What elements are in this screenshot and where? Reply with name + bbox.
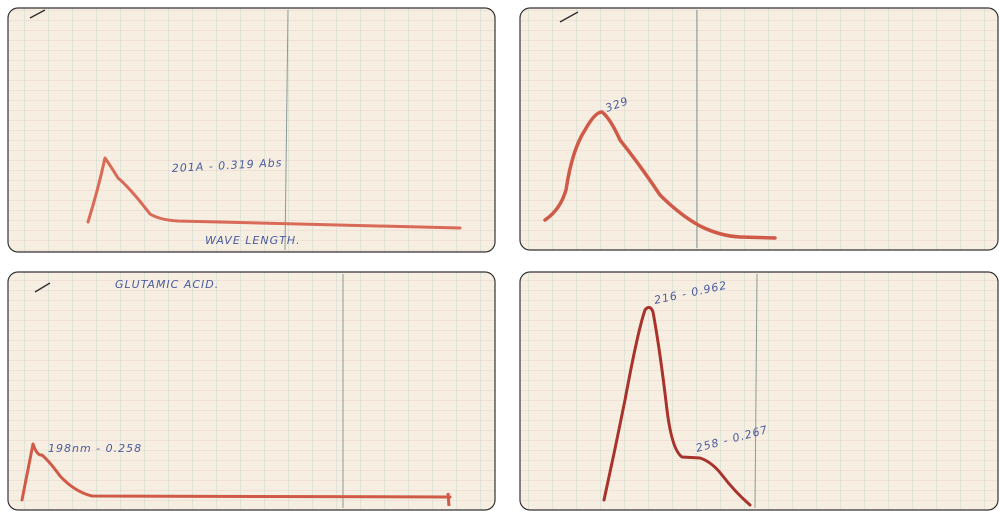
scan-panel: 216 - 0.962 258 - 0.267 bbox=[520, 272, 998, 510]
peak-annotation: 198nm - 0.258 bbox=[48, 442, 142, 455]
pen-mark bbox=[448, 493, 449, 506]
chart-paper bbox=[8, 272, 495, 510]
chart-paper bbox=[520, 272, 998, 510]
page: 201A - 0.319 Abs WAVE LENGTH. 329 GLUTAM… bbox=[0, 0, 999, 511]
scan-panel: 201A - 0.319 Abs WAVE LENGTH. bbox=[8, 8, 495, 252]
axis-annotation: WAVE LENGTH. bbox=[205, 234, 301, 247]
chart-paper bbox=[8, 8, 495, 252]
chart-paper bbox=[520, 8, 998, 250]
collage: 201A - 0.319 Abs WAVE LENGTH. 329 GLUTAM… bbox=[0, 0, 999, 511]
scan-panel: GLUTAMIC ACID. 198nm - 0.258 bbox=[8, 272, 495, 510]
scan-panel: 329 bbox=[520, 8, 998, 250]
sample-title: GLUTAMIC ACID. bbox=[115, 278, 219, 291]
